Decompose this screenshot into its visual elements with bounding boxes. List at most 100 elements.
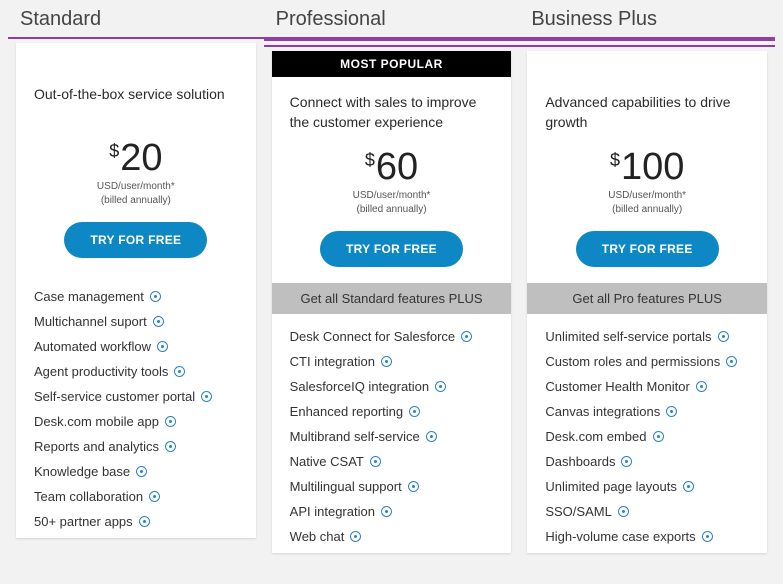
feature-text: Multibrand self-service (290, 429, 420, 444)
feature-text: SSO/SAML (545, 504, 611, 519)
info-icon[interactable] (653, 431, 664, 442)
feature-text: Agent productivity tools (34, 364, 168, 379)
plan-underline (519, 37, 775, 41)
feature-text: Enhanced reporting (290, 404, 403, 419)
plan-underline (264, 37, 520, 41)
info-icon[interactable] (426, 431, 437, 442)
feature-item: Canvas integrations (545, 399, 749, 424)
feature-text: Reports and analytics (34, 439, 159, 454)
price-unit: USD/user/month* (16, 180, 256, 194)
currency-symbol: $ (365, 150, 375, 171)
info-icon[interactable] (165, 441, 176, 452)
feature-text: Desk.com embed (545, 429, 646, 444)
price-value: 100 (621, 146, 684, 189)
feature-text: CTI integration (290, 354, 375, 369)
feature-item: Desk.com mobile app (34, 409, 238, 434)
price-block: $20 USD/user/month* (billed annually) (16, 131, 256, 212)
info-icon[interactable] (157, 341, 168, 352)
plan-card: MOST POPULAR Connect with sales to impro… (272, 51, 512, 553)
feature-list-professional: Desk Connect for Salesforce CTI integrati… (272, 314, 512, 553)
info-icon[interactable] (621, 456, 632, 467)
info-icon[interactable] (381, 506, 392, 517)
info-icon[interactable] (381, 356, 392, 367)
plan-business-plus: Business Plus Advanced capabilities to d… (519, 0, 775, 563)
feature-text: API integration (290, 504, 375, 519)
info-icon[interactable] (153, 316, 164, 327)
feature-text: SalesforceIQ integration (290, 379, 429, 394)
price-unit: USD/user/month* (272, 189, 512, 203)
plan-title: Business Plus (519, 0, 775, 37)
badge-spacer (527, 51, 767, 77)
feature-item: Team collaboration (34, 484, 238, 509)
info-icon[interactable] (139, 516, 150, 527)
feature-item: SSO/SAML (545, 499, 749, 524)
try-for-free-button[interactable]: TRY FOR FREE (576, 231, 719, 267)
info-icon[interactable] (174, 366, 185, 377)
feature-text: Desk.com mobile app (34, 414, 159, 429)
info-icon[interactable] (409, 406, 420, 417)
info-icon[interactable] (726, 356, 737, 367)
plan-tagline: Out-of-the-box service solution (16, 69, 256, 131)
feature-text: Case management (34, 289, 144, 304)
feature-text: Self-service customer portal (34, 389, 195, 404)
feature-item: SalesforceIQ integration (290, 374, 494, 399)
info-icon[interactable] (165, 416, 176, 427)
price-value: 20 (120, 137, 162, 180)
info-icon[interactable] (618, 506, 629, 517)
plan-professional: Professional MOST POPULAR Connect with s… (264, 0, 520, 563)
currency-symbol: $ (109, 141, 119, 162)
info-icon[interactable] (201, 391, 212, 402)
feature-item: Reports and analytics (34, 434, 238, 459)
feature-item: CTI integration (290, 349, 494, 374)
info-icon[interactable] (666, 406, 677, 417)
feature-item: Automated workflow (34, 334, 238, 359)
billing-note: (billed annually) (527, 203, 767, 217)
info-icon[interactable] (435, 381, 446, 392)
plan-underline-2 (264, 45, 520, 47)
feature-item: Native CSAT (290, 449, 494, 474)
currency-symbol: $ (610, 150, 620, 171)
feature-list-business-plus: Unlimited self-service portalsCustom rol… (527, 314, 767, 553)
try-for-free-button[interactable]: TRY FOR FREE (64, 222, 207, 258)
feature-item: Web chat (290, 524, 494, 549)
info-icon[interactable] (370, 456, 381, 467)
info-icon[interactable] (461, 331, 472, 342)
try-for-free-button[interactable]: TRY FOR FREE (320, 231, 463, 267)
info-icon[interactable] (136, 466, 147, 477)
billing-note: (billed annually) (272, 203, 512, 217)
info-icon[interactable] (408, 481, 419, 492)
cta-wrap: TRY FOR FREE (527, 221, 767, 283)
feature-item: Agent productivity tools (34, 359, 238, 384)
info-icon[interactable] (683, 481, 694, 492)
feature-text: High-volume case exports (545, 529, 695, 544)
info-icon[interactable] (702, 531, 713, 542)
price: $20 (109, 137, 162, 180)
feature-item: Custom roles and permissions (545, 349, 749, 374)
feature-list-standard: Case management Multichannel suport Automa… (16, 274, 256, 538)
billing-note: (billed annually) (16, 194, 256, 208)
feature-text: Team collaboration (34, 489, 143, 504)
price-value: 60 (376, 146, 418, 189)
plus-band: Get all Pro features PLUS (527, 283, 767, 314)
feature-item: Desk Connect for Salesforce (290, 324, 494, 349)
info-icon[interactable] (350, 531, 361, 542)
info-icon[interactable] (150, 291, 161, 302)
feature-item: Unlimited page layouts (545, 474, 749, 499)
plus-band: Get all Standard features PLUS (272, 283, 512, 314)
price: $60 (365, 146, 418, 189)
info-icon[interactable] (149, 491, 160, 502)
feature-text: Automated workflow (34, 339, 151, 354)
feature-text: Custom roles and permissions (545, 354, 720, 369)
feature-item: Customer Health Monitor (545, 374, 749, 399)
feature-item: Desk.com embed (545, 424, 749, 449)
plan-title: Standard (8, 0, 264, 37)
feature-text: Unlimited page layouts (545, 479, 677, 494)
feature-text: Multichannel suport (34, 314, 147, 329)
feature-text: Canvas integrations (545, 404, 660, 419)
feature-text: Web chat (290, 529, 345, 544)
info-icon[interactable] (696, 381, 707, 392)
feature-item: 50+ partner apps (34, 509, 238, 534)
feature-item: Multibrand self-service (290, 424, 494, 449)
feature-text: Dashboards (545, 454, 615, 469)
info-icon[interactable] (718, 331, 729, 342)
